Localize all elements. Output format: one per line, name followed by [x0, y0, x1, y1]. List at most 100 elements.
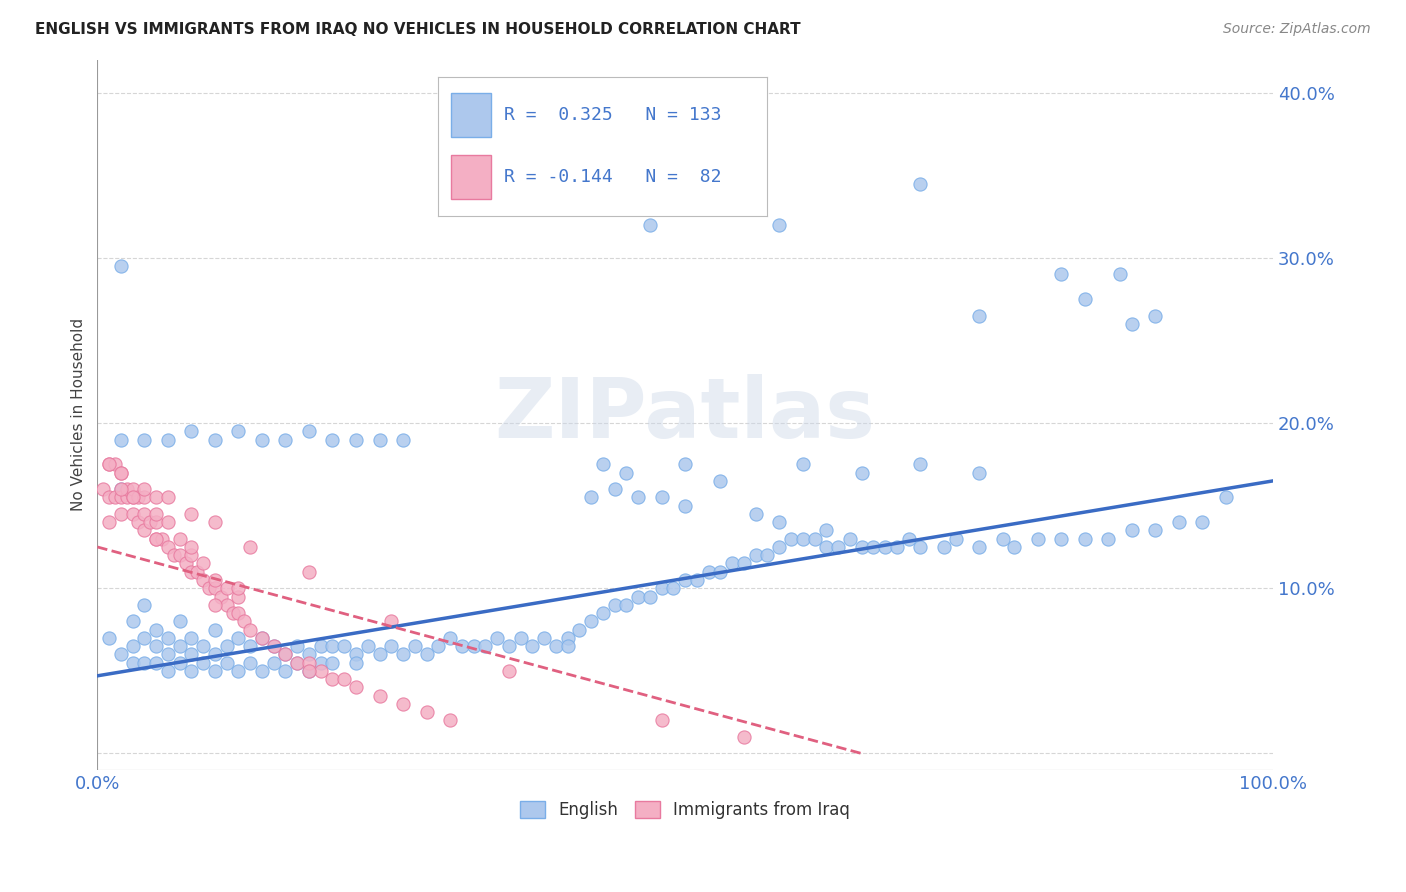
Point: [344, 433, 367, 447]
Point: [169, 639, 191, 653]
Point: [616, 598, 638, 612]
Point: [150, 532, 173, 546]
Point: [298, 664, 321, 678]
Point: [285, 639, 308, 653]
Point: [910, 177, 932, 191]
Text: Source: ZipAtlas.com: Source: ZipAtlas.com: [1223, 22, 1371, 37]
Point: [697, 565, 720, 579]
Point: [792, 458, 814, 472]
Point: [239, 540, 262, 554]
Point: [145, 532, 167, 546]
Point: [897, 532, 920, 546]
Point: [156, 540, 179, 554]
Point: [139, 515, 162, 529]
Point: [768, 515, 790, 529]
Point: [673, 499, 696, 513]
Point: [309, 664, 332, 678]
Point: [221, 606, 243, 620]
Point: [228, 590, 250, 604]
Point: [1168, 515, 1191, 529]
Point: [104, 491, 127, 505]
Point: [156, 515, 179, 529]
Point: [121, 491, 143, 505]
Point: [250, 631, 273, 645]
Point: [368, 689, 391, 703]
Point: [204, 623, 226, 637]
Point: [557, 639, 579, 653]
Point: [333, 672, 356, 686]
Point: [180, 425, 202, 439]
Point: [98, 515, 121, 529]
Point: [250, 631, 273, 645]
Point: [134, 482, 156, 496]
Point: [967, 466, 990, 480]
Point: [215, 598, 238, 612]
Point: [873, 540, 896, 554]
Point: [121, 656, 143, 670]
Point: [838, 532, 860, 546]
Point: [1074, 292, 1097, 306]
Point: [745, 548, 768, 562]
Point: [392, 697, 415, 711]
Point: [204, 648, 226, 662]
Point: [145, 515, 167, 529]
Point: [110, 466, 132, 480]
Point: [110, 259, 132, 273]
Point: [209, 590, 232, 604]
Point: [439, 631, 461, 645]
Point: [533, 631, 555, 645]
Point: [134, 598, 156, 612]
Point: [186, 565, 208, 579]
Point: [121, 507, 143, 521]
Point: [910, 458, 932, 472]
Point: [522, 639, 544, 653]
Point: [1191, 515, 1213, 529]
Point: [134, 491, 156, 505]
Point: [792, 532, 814, 546]
Point: [174, 557, 197, 571]
Point: [121, 482, 143, 496]
Y-axis label: No Vehicles in Household: No Vehicles in Household: [72, 318, 86, 511]
Point: [110, 482, 132, 496]
Point: [321, 656, 343, 670]
Point: [204, 515, 226, 529]
Point: [673, 573, 696, 587]
Point: [274, 433, 297, 447]
Point: [163, 548, 186, 562]
Point: [1074, 532, 1097, 546]
Point: [204, 573, 226, 587]
Point: [780, 532, 803, 546]
Point: [134, 631, 156, 645]
Point: [204, 581, 226, 595]
Point: [156, 631, 179, 645]
Point: [756, 548, 779, 562]
Point: [191, 639, 214, 653]
Point: [191, 656, 214, 670]
Point: [169, 532, 191, 546]
Point: [1144, 309, 1167, 323]
Point: [380, 639, 402, 653]
Point: [239, 656, 262, 670]
Point: [1050, 268, 1073, 282]
Point: [544, 639, 567, 653]
Point: [298, 656, 321, 670]
Point: [768, 540, 790, 554]
Point: [357, 639, 380, 653]
Point: [579, 615, 602, 629]
Point: [263, 639, 285, 653]
Point: [121, 639, 143, 653]
Point: [145, 623, 167, 637]
Point: [91, 482, 114, 496]
Point: [274, 664, 297, 678]
Point: [134, 507, 156, 521]
Point: [321, 433, 343, 447]
Point: [169, 656, 191, 670]
Point: [1026, 532, 1049, 546]
Point: [98, 631, 121, 645]
Point: [603, 482, 626, 496]
Point: [228, 581, 250, 595]
Legend: English, Immigrants from Iraq: English, Immigrants from Iraq: [513, 794, 856, 826]
Point: [474, 639, 496, 653]
Point: [298, 425, 321, 439]
Point: [145, 507, 167, 521]
